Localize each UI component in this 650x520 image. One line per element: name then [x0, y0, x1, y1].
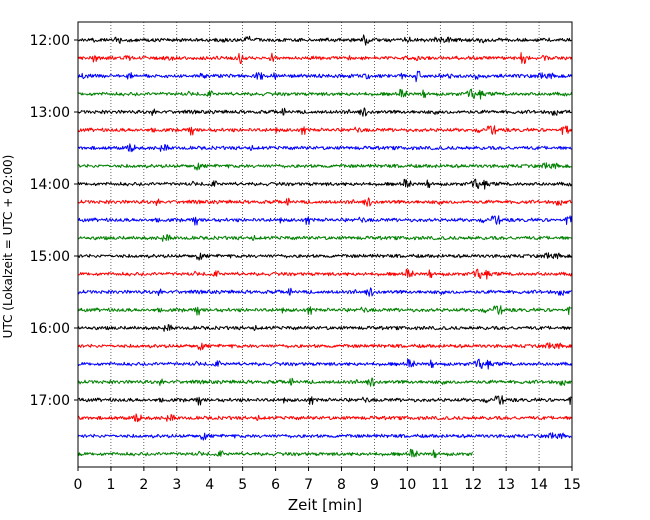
x-axis: 0 1 2 3 4 5 6 7 8 9 10 11 12 13 14 15 [74, 467, 581, 493]
trace-1415 [77, 197, 572, 207]
x-tick-label: 2 [139, 477, 148, 493]
x-tick-label: 1 [106, 477, 115, 493]
trace-1530 [77, 287, 572, 297]
x-tick-label: 6 [271, 477, 280, 493]
x-tick-label: 5 [238, 477, 247, 493]
trace-1315 [77, 125, 572, 136]
trace-1445 [77, 234, 572, 242]
y-axis-label: UTC (Lokalzeit = UTC + 02:00) [1, 155, 15, 339]
grid [110, 22, 540, 467]
x-tick-label: 13 [497, 477, 515, 493]
trace-1245 [77, 88, 572, 100]
trace-1300 [77, 107, 572, 117]
x-tick-label: 4 [205, 477, 214, 493]
x-tick-label: 14 [530, 477, 548, 493]
trace-1615 [77, 342, 572, 351]
trace-1215 [77, 52, 572, 65]
x-tick-label: 11 [431, 477, 449, 493]
plot-frame [77, 21, 573, 468]
x-tick-label: 0 [74, 477, 83, 493]
x-axis-label: Zeit [min] [288, 496, 362, 514]
trace-1645 [77, 377, 572, 387]
trace-1730 [77, 432, 572, 441]
trace-1700 [77, 395, 572, 406]
trace-1745 [77, 448, 473, 459]
y-tick-label: 12:00 [30, 33, 70, 49]
trace-1430 [77, 215, 572, 226]
x-tick-label: 12 [464, 477, 482, 493]
trace-1715 [77, 413, 572, 423]
y-tick-label: 15:00 [30, 249, 70, 265]
trace-1200 [77, 34, 572, 46]
traces [77, 34, 572, 459]
trace-1230 [77, 70, 572, 83]
trace-1345 [77, 162, 572, 171]
trace-1500 [77, 252, 572, 261]
y-axis: 12:00 13:00 14:00 15:00 16:00 17:00 [30, 33, 78, 409]
x-tick-label: 7 [304, 477, 313, 493]
trace-1600 [77, 324, 572, 332]
x-tick-label: 10 [398, 477, 416, 493]
y-tick-label: 14:00 [30, 177, 70, 193]
trace-1630 [77, 358, 572, 370]
x-tick-label: 9 [370, 477, 379, 493]
trace-1545 [77, 305, 572, 316]
x-tick-label: 3 [172, 477, 181, 493]
x-tick-label: 15 [563, 477, 581, 493]
trace-1515 [77, 268, 572, 280]
y-tick-label: 16:00 [30, 321, 70, 337]
trace-1330 [77, 143, 572, 153]
x-tick-label: 8 [337, 477, 346, 493]
y-tick-label: 13:00 [30, 105, 70, 121]
y-tick-label: 17:00 [30, 393, 70, 409]
trace-1400 [77, 178, 572, 190]
